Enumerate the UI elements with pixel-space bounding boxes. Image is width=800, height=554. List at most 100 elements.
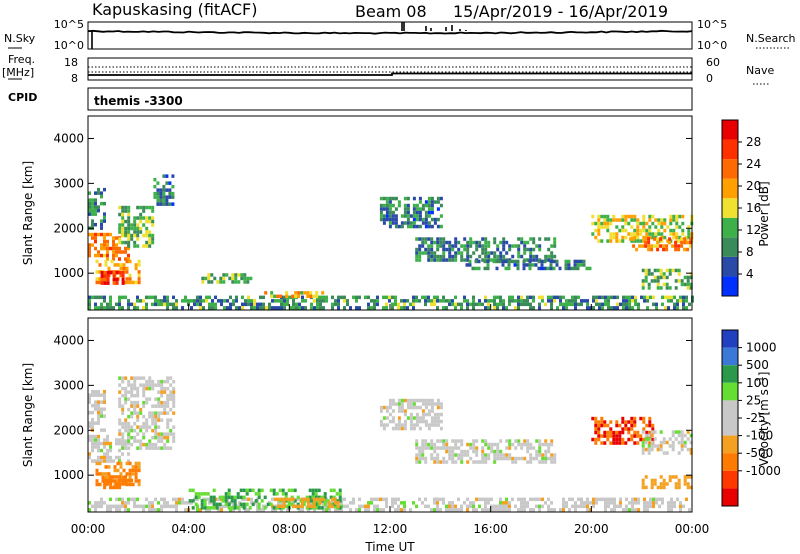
heatmap-cell [148, 425, 152, 429]
heatmap-cell [552, 266, 556, 271]
heatmap-cell [121, 393, 125, 398]
heatmap-cell [498, 259, 502, 264]
heatmap-cell [650, 485, 654, 490]
heatmap-cell [142, 421, 146, 426]
heatmap-cell [391, 398, 395, 403]
heatmap-cell [127, 390, 131, 394]
heatmap-cell [616, 306, 619, 310]
heatmap-cell [517, 508, 520, 512]
heatmap-cell [625, 508, 628, 512]
heatmap-cell [282, 504, 286, 509]
heatmap-cell [394, 501, 397, 505]
heatmap-cell [283, 299, 286, 303]
heatmap-cell [94, 222, 97, 227]
heatmap-cell [540, 263, 544, 267]
heatmap-cell [298, 497, 301, 502]
heatmap-cell [394, 214, 398, 218]
heatmap-cell [112, 274, 116, 278]
heatmap-cell [367, 295, 370, 300]
heatmap-cell [294, 504, 298, 509]
heatmap-cell [433, 423, 437, 427]
heatmap-cell [106, 281, 110, 285]
heatmap-cell [475, 240, 479, 245]
heatmap-cell [424, 504, 427, 509]
colorbar-tick-label: 12 [746, 223, 761, 237]
heatmap-cell [686, 275, 690, 280]
heatmap-cell [142, 233, 146, 238]
heatmap-cell [466, 244, 470, 248]
heatmap-cell [172, 400, 176, 405]
heatmap-cell [662, 282, 666, 287]
heatmap-cell [271, 497, 274, 502]
heatmap-cell [667, 295, 670, 300]
heatmap-cell [98, 263, 102, 267]
heatmap-cell [430, 251, 434, 255]
heatmap-cell [667, 508, 670, 512]
heatmap-cell [207, 276, 211, 281]
heatmap-cell [121, 452, 124, 456]
heatmap-cell [484, 254, 488, 259]
heatmap-cell [127, 226, 131, 231]
heatmap-cell [379, 203, 383, 208]
heatmap-cell [442, 258, 446, 262]
heatmap-cell [442, 442, 446, 447]
heatmap-cell [517, 254, 521, 259]
heatmap-cell [145, 400, 149, 405]
heatmap-cell [352, 501, 355, 505]
heatmap-cell [625, 497, 628, 502]
heatmap-cell [418, 254, 422, 259]
heatmap-cell [508, 504, 511, 509]
heatmap-cell [475, 453, 479, 457]
heatmap-cell [163, 497, 166, 502]
heatmap-cell [567, 259, 571, 264]
heatmap-cell [477, 266, 481, 271]
heatmap-cell [439, 446, 443, 450]
heatmap-cell [499, 251, 503, 255]
heatmap-cell [472, 251, 476, 255]
heatmap-cell [203, 499, 207, 503]
heatmap-cell [415, 254, 419, 259]
heatmap-cell [634, 497, 637, 502]
heatmap-cell [487, 299, 490, 303]
heatmap-cell [499, 501, 502, 505]
heatmap-cell [625, 504, 628, 509]
heatmap-cell [487, 302, 490, 307]
heatmap-cell [433, 299, 436, 303]
heatmap-cell [624, 427, 628, 431]
heatmap-cell [454, 302, 457, 307]
heatmap-cell [127, 302, 130, 307]
heatmap-cell [621, 214, 625, 219]
heatmap-cell [106, 253, 109, 258]
heatmap-cell [650, 440, 654, 445]
heatmap-cell [493, 295, 496, 300]
heatmap-cell [151, 446, 155, 450]
heatmap-cell [656, 447, 660, 452]
heatmap-cell [457, 247, 461, 252]
heatmap-cell [547, 258, 551, 262]
heatmap-cell [460, 442, 464, 447]
heatmap-cell [175, 497, 178, 502]
heatmap-cell [499, 299, 502, 303]
heatmap-cell [160, 504, 163, 509]
heatmap-cell [382, 221, 386, 225]
heatmap-cell [508, 295, 511, 300]
heatmap-cell [124, 428, 128, 433]
heatmap-cell [97, 459, 100, 463]
heatmap-cell [643, 295, 646, 300]
heatmap-cell [669, 232, 673, 236]
noise-search-label: N.Search [746, 32, 796, 45]
heatmap-cell [199, 306, 202, 310]
heatmap-cell [415, 237, 419, 241]
heatmap-cell [622, 508, 625, 512]
heatmap-cell [160, 418, 164, 422]
heatmap-cell [136, 376, 140, 380]
heatmap-cell [367, 302, 370, 307]
heatmap-cell [646, 501, 649, 505]
heatmap-cell [633, 423, 637, 428]
heatmap-cell [217, 299, 220, 303]
heatmap-cell [641, 244, 645, 248]
heatmap-cell [131, 472, 135, 476]
heatmap-cell [433, 402, 437, 406]
heatmap-cell [529, 460, 533, 464]
heatmap-cell [418, 237, 422, 241]
